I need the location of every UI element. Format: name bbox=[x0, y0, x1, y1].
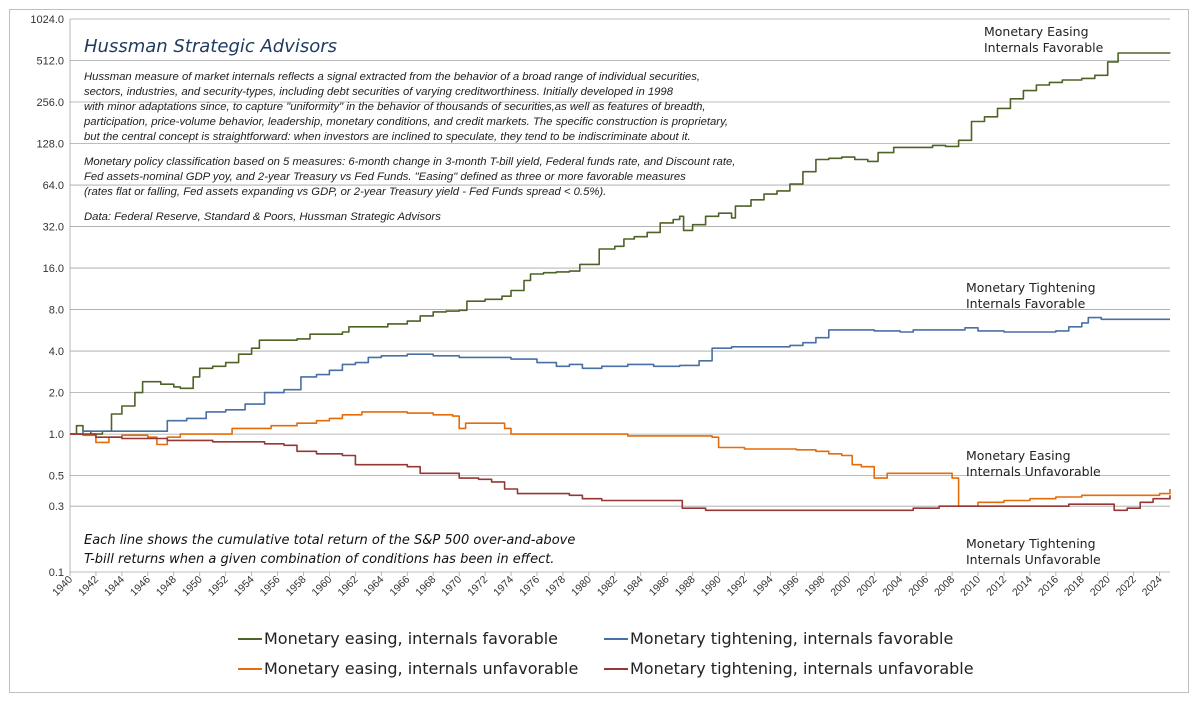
series-end-label: Monetary Easing bbox=[966, 448, 1071, 463]
legend-label: Monetary tightening, internals unfavorab… bbox=[630, 659, 974, 678]
y-tick-label: 512.0 bbox=[36, 56, 64, 68]
x-tick-label: 1944 bbox=[102, 574, 127, 599]
x-tick-label: 2002 bbox=[854, 574, 879, 599]
x-tick-label: 2018 bbox=[1062, 574, 1087, 599]
x-tick-label: 2000 bbox=[828, 574, 853, 599]
series-end-label: Monetary Easing bbox=[984, 24, 1089, 39]
x-tick-label: 2020 bbox=[1088, 574, 1113, 599]
firm-name: Hussman Strategic Advisors bbox=[84, 36, 337, 57]
y-tick-label: 64.0 bbox=[43, 180, 64, 192]
bottom-note-line: T-bill returns when a given combination … bbox=[84, 552, 554, 567]
x-tick-label: 1964 bbox=[361, 574, 386, 599]
y-tick-label: 4.0 bbox=[49, 346, 64, 358]
y-tick-label: 0.3 bbox=[49, 501, 64, 513]
series-end-label: Internals Unfavorable bbox=[966, 552, 1101, 567]
y-tick-label: 1.0 bbox=[49, 429, 64, 441]
x-tick-label: 2024 bbox=[1140, 574, 1165, 599]
x-tick-label: 2010 bbox=[958, 574, 983, 599]
x-tick-label: 1988 bbox=[673, 574, 698, 599]
x-tick-label: 1994 bbox=[751, 574, 776, 599]
x-tick-label: 2008 bbox=[932, 574, 957, 599]
x-tick-label: 1956 bbox=[258, 574, 283, 599]
x-tick-label: 1942 bbox=[76, 574, 101, 599]
series-line-3 bbox=[70, 411, 1171, 507]
y-tick-label: 2.0 bbox=[49, 388, 64, 400]
note-line: participation, price-volume behavior, le… bbox=[83, 116, 728, 128]
legend-label: Monetary easing, internals favorable bbox=[264, 629, 558, 648]
y-tick-label: 128.0 bbox=[36, 139, 64, 151]
y-tick-label: 0.5 bbox=[49, 471, 64, 483]
y-tick-label: 256.0 bbox=[36, 97, 64, 109]
x-tick-label: 1968 bbox=[413, 574, 438, 599]
x-tick-label: 2012 bbox=[984, 574, 1009, 599]
x-tick-label: 1970 bbox=[439, 574, 464, 599]
y-axis: 1024.0 512.0 256.0 128.0 64.0 32.0 16.0 8.0 4.0 2… bbox=[30, 14, 64, 579]
y-tick-label: 8.0 bbox=[49, 305, 64, 317]
x-tick-label: 1980 bbox=[569, 574, 594, 599]
series-end-label: Monetary Tightening bbox=[966, 536, 1096, 551]
note-line: Monetary policy classification based on … bbox=[84, 156, 735, 168]
note-line: (rates flat or falling, Fed assets expan… bbox=[84, 186, 606, 198]
x-tick-label: 1998 bbox=[802, 574, 827, 599]
y-tick-label: 16.0 bbox=[43, 263, 64, 275]
series-line-1 bbox=[70, 52, 1171, 435]
bottom-note-line: Each line shows the cumulative total ret… bbox=[84, 533, 575, 548]
x-tick-label: 1996 bbox=[777, 574, 802, 599]
series-end-label: Monetary Tightening bbox=[966, 280, 1096, 295]
x-axis: 1940 1942 1944 1946 1948 1950 1952 1954 1956 1958… bbox=[50, 572, 1165, 599]
x-tick-label: 1962 bbox=[335, 574, 360, 599]
series-end-label: Internals Favorable bbox=[966, 296, 1086, 311]
y-tick-label: 32.0 bbox=[43, 222, 64, 234]
legend-label: Monetary tightening, internals favorable bbox=[630, 629, 953, 648]
note-line: but the central concept is straightforwa… bbox=[84, 131, 691, 143]
x-tick-label: 2016 bbox=[1036, 574, 1061, 599]
note-line: Fed assets-nominal GDP yoy, and 2-year T… bbox=[84, 171, 686, 183]
series-layer bbox=[70, 52, 1171, 512]
x-tick-label: 1948 bbox=[154, 574, 179, 599]
x-tick-label: 1958 bbox=[284, 574, 309, 599]
series-line-4 bbox=[70, 433, 1171, 512]
grid-layer bbox=[69, 18, 1170, 573]
legend-label: Monetary easing, internals unfavorable bbox=[264, 659, 578, 678]
series-end-label: Internals Favorable bbox=[984, 40, 1104, 55]
x-tick-label: 1978 bbox=[543, 574, 568, 599]
note-line: sectors, industries, and security-types,… bbox=[84, 86, 674, 98]
series-end-label: Internals Unfavorable bbox=[966, 464, 1101, 479]
x-tick-label: 1992 bbox=[725, 574, 750, 599]
bottom-note: Each line shows the cumulative total ret… bbox=[84, 533, 575, 567]
x-tick-label: 2022 bbox=[1114, 574, 1139, 599]
y-tick-label: 0.1 bbox=[49, 567, 64, 579]
chart-frame bbox=[9, 9, 1189, 693]
x-tick-label: 1986 bbox=[647, 574, 672, 599]
note-line: Data: Federal Reserve, Standard & Poors,… bbox=[84, 211, 441, 223]
x-tick-label: 1990 bbox=[699, 574, 724, 599]
note-line: with minor adaptations since, to capture… bbox=[84, 101, 706, 113]
x-tick-label: 2004 bbox=[880, 574, 905, 599]
x-tick-label: 1946 bbox=[128, 574, 153, 599]
x-tick-label: 1984 bbox=[621, 574, 646, 599]
x-tick-label: 1966 bbox=[387, 574, 412, 599]
y-tick-label: 1024.0 bbox=[30, 14, 64, 26]
x-tick-label: 1950 bbox=[180, 574, 205, 599]
x-tick-label: 2014 bbox=[1010, 574, 1035, 599]
series-line-2 bbox=[70, 316, 1170, 435]
x-tick-label: 1972 bbox=[465, 574, 490, 599]
x-tick-label: 1976 bbox=[517, 574, 542, 599]
description-notes: Hussman measure of market internals refl… bbox=[83, 71, 735, 223]
x-tick-label: 1982 bbox=[595, 574, 620, 599]
legend: Monetary easing, internals favorable Mone… bbox=[238, 629, 974, 678]
note-line: Hussman measure of market internals refl… bbox=[84, 71, 700, 83]
x-tick-label: 1952 bbox=[206, 574, 231, 599]
x-tick-label: 1954 bbox=[232, 574, 257, 599]
x-tick-label: 1974 bbox=[491, 574, 516, 599]
x-tick-label: 2006 bbox=[906, 574, 931, 599]
x-tick-label: 1960 bbox=[310, 574, 335, 599]
